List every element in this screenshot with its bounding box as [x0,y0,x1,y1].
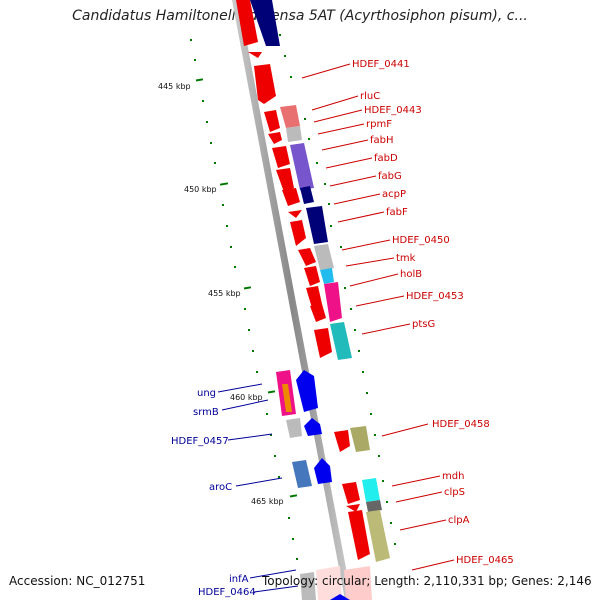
cds-arrow [286,418,302,438]
cds-arrow [272,146,290,168]
cds-arrow [342,482,360,504]
cds-arrow [250,0,280,46]
gene-label-HDEF_0465: HDEF_0465 [456,555,514,566]
cds-arrow [306,286,322,308]
cds-arrow [316,566,342,600]
cds-arrow [324,282,342,322]
forward-strand-features [236,0,390,600]
cds-arrow [334,430,350,452]
cds-arrow [330,594,350,600]
gene-label-holB: holB [400,269,422,280]
forward-gene-label-text: HDEF_0441 rluC HDEF_0443 rpmF fabH fabD … [352,59,514,566]
cds-arrow [236,0,258,46]
cds-arrow [288,210,302,218]
gene-label-rpmF: rpmF [366,119,392,130]
cds-arrow [366,500,382,512]
cds-arrow [314,328,332,358]
cds-arrow [300,186,314,204]
gene-label-fabH: fabH [370,135,394,146]
cds-arrow [290,220,306,246]
gene-label-ptsG: ptsG [412,319,435,330]
gene-label-clpS: clpS [444,487,465,498]
tick-label-455: 455 kbp [208,289,241,298]
scale-ring [190,34,396,581]
cds-arrow [310,304,326,322]
tick-label-460: 460 kbp [230,393,263,402]
cds-arrow [280,105,300,128]
cds-arrow [282,188,300,206]
gene-label-HDEF_0464: HDEF_0464 [198,587,256,598]
gene-label-ung: ung [197,388,216,399]
gene-label-srmB: srmB [193,407,219,418]
gene-label-HDEF_0453: HDEF_0453 [406,291,464,302]
tick-label-450: 450 kbp [184,185,217,194]
gene-label-mdh: mdh [442,471,464,482]
gene-label-acpP: acpP [382,189,406,200]
gene-label-tmk: tmk [396,253,416,264]
gene-label-rluC: rluC [360,91,380,102]
cds-arrow [344,566,372,600]
gene-label-HDEF_0450: HDEF_0450 [392,235,450,246]
cds-arrow [320,268,334,284]
gene-label-fabF: fabF [386,207,408,218]
cds-arrow [346,504,360,512]
tick-label-445: 445 kbp [158,82,191,91]
gene-label-clpA: clpA [448,515,470,526]
gene-label-fabG: fabG [378,171,402,182]
tick-label-465: 465 kbp [251,497,284,506]
cds-arrow [268,132,282,144]
cds-arrow [350,426,370,452]
reverse-strand-features [276,370,350,600]
cds-arrow [282,384,292,412]
forward-gene-labels [301,63,455,571]
cds-arrow [314,244,334,270]
cds-arrow [296,370,318,412]
cds-arrow [264,110,280,132]
cds-arrow [298,248,316,266]
cds-arrow [366,510,390,562]
cds-arrow [286,126,302,142]
map-title: Candidatus Hamiltonella defensa 5AT (Acy… [72,8,528,24]
cds-arrow [314,458,332,484]
cds-arrow [348,510,370,560]
gene-label-HDEF_0457: HDEF_0457 [171,436,229,447]
cds-arrow [290,143,314,190]
genome-stats-text: Topology: circular; Length: 2,110,331 bp… [262,574,592,588]
cds-arrow [362,478,380,502]
gene-label-HDEF_0443: HDEF_0443 [364,105,422,116]
cds-arrow [276,168,294,192]
gene-label-HDEF_0458: HDEF_0458 [432,419,490,430]
cds-arrow [304,418,322,436]
kbp-ticks: 445 kbp 450 kbp 455 kbp 460 kbp 465 kbp [158,78,298,506]
gene-label-HDEF_0441: HDEF_0441 [352,59,410,70]
sequence-backbone [232,0,352,600]
cds-arrow [330,322,352,360]
cds-arrow [248,52,262,58]
gene-label-aroC: aroC [209,482,232,493]
gene-label-infA: infA [229,574,249,585]
cds-arrow [304,266,320,286]
reverse-gene-labels [217,383,299,593]
cds-arrow [254,64,276,104]
cds-arrow [292,460,312,488]
accession-text: Accession: NC_012751 [9,574,146,588]
cds-arrow [306,206,328,244]
reverse-gene-label-text: ung srmB HDEF_0457 aroC infA HDEF_0464 [171,388,256,598]
cds-arrow [300,572,316,600]
gene-label-fabD: fabD [374,153,398,164]
